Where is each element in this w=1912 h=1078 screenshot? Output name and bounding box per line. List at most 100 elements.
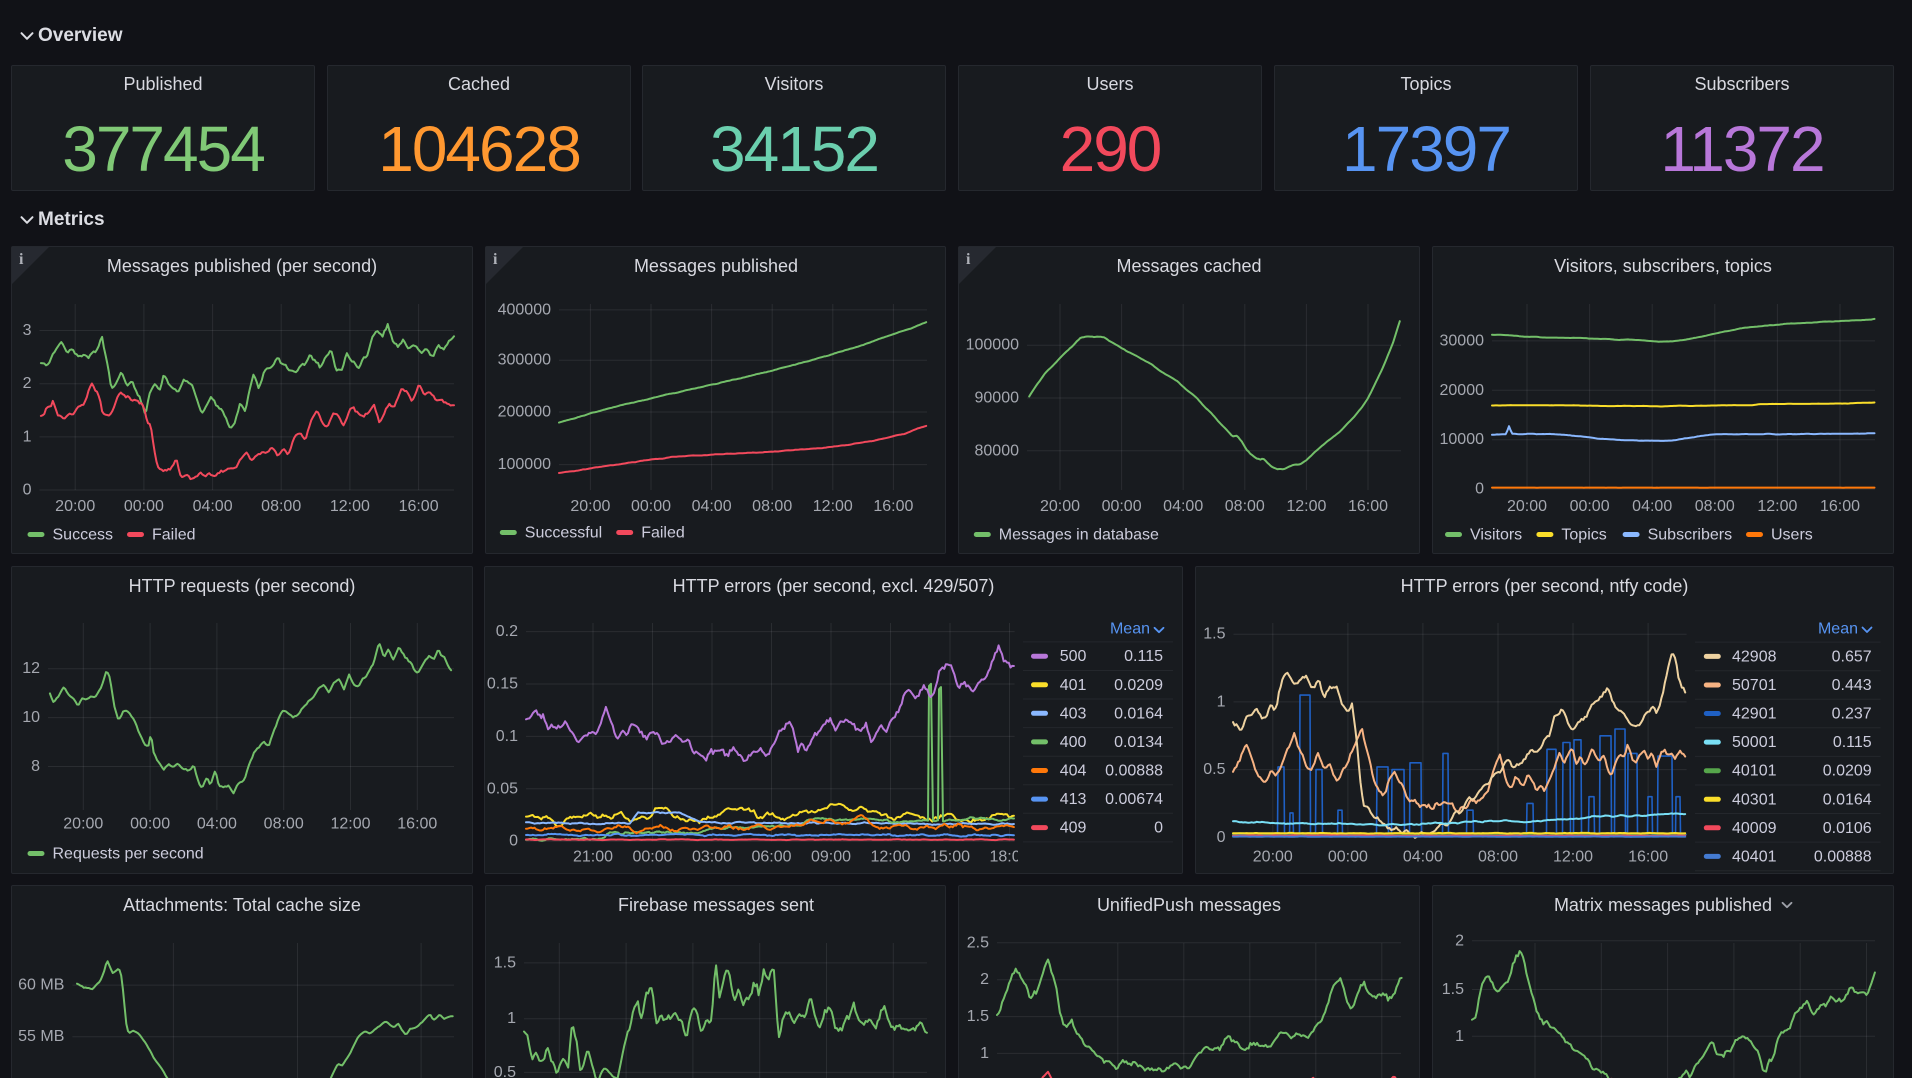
svg-text:00:00: 00:00 (1328, 849, 1368, 866)
svg-text:1.5: 1.5 (1203, 626, 1225, 643)
svg-text:03:00: 03:00 (692, 849, 732, 866)
svg-text:20:00: 20:00 (570, 498, 610, 515)
svg-text:12:00: 12:00 (1553, 849, 1593, 866)
svg-text:1: 1 (507, 1010, 516, 1027)
svg-text:12:00: 12:00 (1286, 498, 1326, 515)
svg-text:0.0209: 0.0209 (1114, 677, 1163, 694)
svg-text:401: 401 (1060, 677, 1087, 694)
svg-text:Users: Users (1771, 527, 1813, 544)
svg-text:404: 404 (1060, 763, 1087, 780)
svg-text:00:00: 00:00 (631, 498, 671, 515)
svg-text:Subscribers: Subscribers (1648, 527, 1732, 544)
svg-text:Messages in database: Messages in database (999, 527, 1159, 544)
svg-text:40101: 40101 (1732, 763, 1777, 780)
svg-text:Requests per second: Requests per second (53, 846, 204, 863)
svg-text:1.5: 1.5 (1442, 981, 1464, 998)
svg-text:0.0164: 0.0164 (1823, 791, 1872, 808)
svg-text:0.5: 0.5 (494, 1064, 516, 1078)
svg-text:50001: 50001 (1732, 734, 1777, 751)
svg-text:3: 3 (23, 322, 32, 339)
svg-text:16:00: 16:00 (1820, 498, 1860, 515)
svg-text:500: 500 (1060, 648, 1087, 665)
svg-text:0.657: 0.657 (1832, 648, 1872, 665)
svg-text:0.15: 0.15 (487, 676, 518, 693)
svg-text:12: 12 (22, 660, 40, 677)
svg-text:Topics: Topics (1561, 527, 1606, 544)
svg-text:12:00: 12:00 (813, 498, 853, 515)
svg-text:04:00: 04:00 (1163, 498, 1203, 515)
svg-text:40009: 40009 (1732, 820, 1777, 837)
svg-text:2: 2 (1455, 932, 1464, 949)
svg-text:10: 10 (22, 709, 40, 726)
svg-text:409: 409 (1060, 820, 1087, 837)
svg-text:0.237: 0.237 (1832, 706, 1872, 723)
svg-text:20:00: 20:00 (1507, 498, 1547, 515)
svg-text:Failed: Failed (152, 527, 196, 544)
svg-text:90000: 90000 (975, 390, 1020, 407)
svg-text:04:00: 04:00 (1403, 849, 1443, 866)
svg-text:00:00: 00:00 (130, 816, 170, 833)
svg-text:04:00: 04:00 (193, 498, 233, 515)
svg-text:12:00: 12:00 (330, 816, 370, 833)
svg-text:08:00: 08:00 (1478, 849, 1518, 866)
svg-text:0.00888: 0.00888 (1105, 763, 1163, 780)
svg-text:08:00: 08:00 (261, 498, 301, 515)
svg-text:00:00: 00:00 (1102, 498, 1142, 515)
svg-text:Successful: Successful (525, 525, 602, 542)
svg-text:15:00: 15:00 (930, 849, 970, 866)
svg-text:Failed: Failed (641, 525, 685, 542)
svg-text:0: 0 (509, 833, 518, 850)
svg-text:04:00: 04:00 (1632, 498, 1672, 515)
svg-text:60 MB: 60 MB (18, 977, 64, 994)
svg-text:40401: 40401 (1732, 848, 1777, 865)
svg-text:Mean: Mean (1818, 620, 1858, 637)
svg-text:04:00: 04:00 (692, 498, 732, 515)
svg-text:08:00: 08:00 (264, 816, 304, 833)
svg-text:55 MB: 55 MB (18, 1028, 64, 1045)
svg-text:1.5: 1.5 (967, 1008, 989, 1025)
svg-text:1: 1 (23, 428, 32, 445)
svg-text:8: 8 (31, 758, 40, 775)
svg-text:0: 0 (1475, 481, 1484, 498)
svg-text:0.0164: 0.0164 (1114, 705, 1163, 722)
svg-text:0: 0 (1217, 829, 1226, 846)
svg-text:300000: 300000 (498, 352, 551, 369)
svg-text:Visitors: Visitors (1470, 527, 1522, 544)
svg-text:16:00: 16:00 (873, 498, 913, 515)
svg-text:20000: 20000 (1440, 382, 1485, 399)
svg-text:00:00: 00:00 (124, 498, 164, 515)
svg-text:16:00: 16:00 (399, 498, 439, 515)
svg-text:08:00: 08:00 (1225, 498, 1265, 515)
svg-text:16:00: 16:00 (1628, 849, 1668, 866)
svg-text:16:00: 16:00 (397, 816, 437, 833)
svg-text:1: 1 (1217, 693, 1226, 710)
svg-text:1.5: 1.5 (494, 954, 516, 971)
svg-text:06:00: 06:00 (751, 849, 791, 866)
svg-text:2.5: 2.5 (967, 934, 989, 951)
svg-text:0.443: 0.443 (1832, 677, 1872, 694)
svg-text:1: 1 (1455, 1028, 1464, 1045)
svg-text:100000: 100000 (966, 337, 1019, 354)
svg-text:12:00: 12:00 (870, 849, 910, 866)
svg-text:09:00: 09:00 (811, 849, 851, 866)
svg-text:0.05: 0.05 (487, 780, 518, 797)
svg-text:40301: 40301 (1732, 791, 1777, 808)
svg-text:200000: 200000 (498, 404, 551, 421)
svg-text:00:00: 00:00 (1570, 498, 1610, 515)
svg-text:0.115: 0.115 (1124, 648, 1163, 665)
svg-text:0: 0 (1154, 820, 1163, 837)
svg-text:00:00: 00:00 (632, 849, 672, 866)
svg-text:08:00: 08:00 (752, 498, 792, 515)
svg-text:0: 0 (23, 482, 32, 499)
svg-text:20:00: 20:00 (55, 498, 95, 515)
svg-text:0.00888: 0.00888 (1814, 848, 1872, 865)
svg-text:0.00674: 0.00674 (1105, 791, 1163, 808)
svg-text:Mean: Mean (1110, 621, 1150, 638)
svg-text:0.115: 0.115 (1833, 734, 1872, 751)
svg-text:0.5: 0.5 (1203, 761, 1225, 778)
svg-text:08:00: 08:00 (1695, 498, 1735, 515)
svg-text:42901: 42901 (1732, 706, 1777, 723)
svg-text:50701: 50701 (1732, 677, 1777, 694)
svg-text:0.0209: 0.0209 (1823, 763, 1872, 780)
svg-text:0.0134: 0.0134 (1114, 734, 1163, 751)
